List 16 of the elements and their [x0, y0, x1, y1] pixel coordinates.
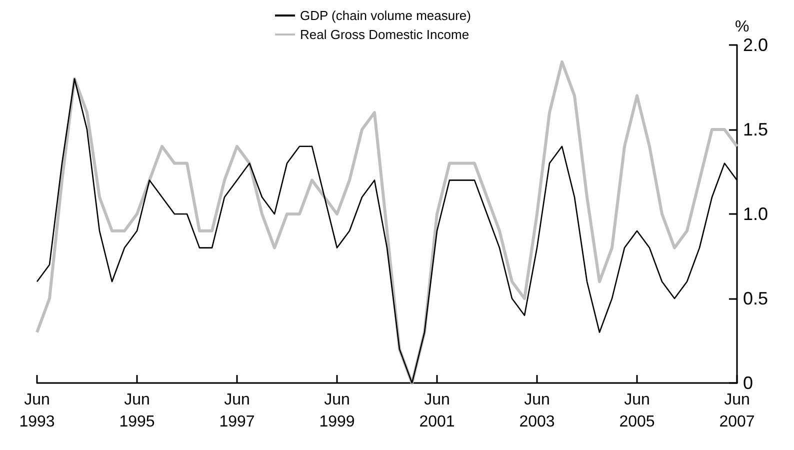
x-tick-label: Jun 2007: [719, 392, 755, 430]
x-tick-label: Jun 1995: [119, 392, 155, 430]
x-tick-label: Jun 1993: [19, 392, 55, 430]
x-tick-label: Jun 2001: [419, 392, 455, 430]
legend-label: Real Gross Domestic Income: [300, 27, 470, 42]
x-tick-label: Jun 2005: [619, 392, 655, 430]
x-tick-label: Jun 1999: [319, 392, 355, 430]
y-tick-label: 2.0: [743, 35, 768, 55]
y-tick-label: 1.5: [743, 120, 768, 140]
y-tick-label: 1.0: [743, 204, 768, 224]
y-tick-label: 0.5: [743, 288, 768, 308]
x-tick-label: Jun 1997: [219, 392, 255, 430]
y-axis-title: %: [735, 18, 750, 36]
legend-label: GDP (chain volume measure): [300, 8, 471, 23]
y-tick-label: 0: [743, 373, 754, 393]
x-tick-label: Jun 2003: [519, 392, 555, 430]
